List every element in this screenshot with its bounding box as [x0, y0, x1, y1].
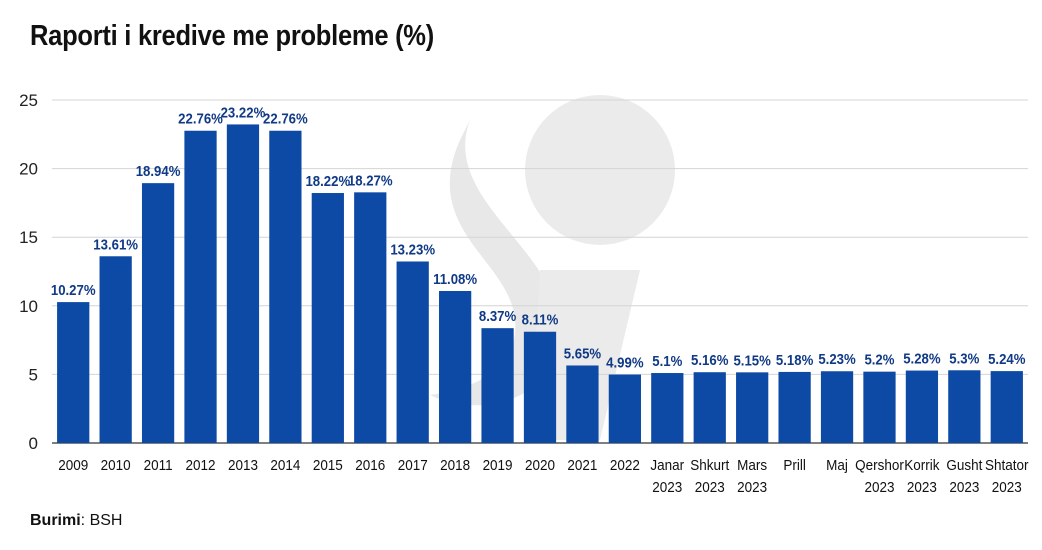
data-label: 5.23%: [818, 350, 856, 367]
x-tick-label: Korrik: [904, 457, 940, 474]
bar: [439, 290, 472, 443]
data-labels: 10.27% 13.61% 18.94% 22.76%23.22%22.76% 18.2…: [51, 104, 1026, 371]
data-label: 5.65%: [564, 345, 602, 362]
y-tick-label: 10: [19, 297, 38, 316]
data-label: 11.08%: [433, 270, 477, 287]
x-tick-label: 2023: [652, 479, 682, 496]
data-label: 18.27%: [348, 172, 393, 189]
bar: [311, 193, 344, 443]
bar: [736, 372, 769, 443]
bar: [226, 124, 260, 443]
x-tick-label: 2023: [992, 479, 1022, 496]
data-label: 23.22%: [221, 104, 266, 121]
bar: [354, 192, 387, 443]
bar: [184, 130, 217, 444]
x-tick-label: Qershor: [855, 457, 904, 474]
bar: [566, 365, 599, 443]
x-tick-label: 2017: [398, 457, 428, 474]
data-label: 5.2%: [864, 351, 894, 368]
data-label: 4.99%: [606, 354, 644, 371]
data-label: 5.15%: [733, 352, 771, 369]
x-tick-label: Shkurt: [690, 457, 729, 474]
x-tick-label: Janar: [650, 457, 684, 474]
data-label: 5.18%: [776, 351, 814, 368]
x-tick-label: 2021: [567, 457, 597, 474]
x-tick-label: 2022: [610, 457, 640, 474]
x-tick-label: 2023: [737, 479, 767, 496]
bar: [269, 130, 302, 444]
bar: [481, 328, 514, 443]
data-label: 22.76%: [178, 110, 223, 127]
x-tick-label: Shtator: [985, 457, 1029, 474]
data-label: 8.11%: [522, 311, 559, 328]
bar: [523, 331, 557, 443]
data-label: 5.3%: [949, 349, 979, 366]
bar: [693, 372, 726, 443]
y-axis: 0 5 10 15 20 25: [19, 91, 38, 453]
x-tick-label: Mars: [737, 457, 767, 474]
data-label: 22.76%: [263, 110, 308, 127]
bar: [396, 261, 429, 443]
x-tick-label: Maj: [826, 457, 848, 474]
x-tick-label: 2020: [525, 457, 555, 474]
bar: [820, 371, 854, 443]
x-tick-label: 2015: [313, 457, 343, 474]
x-tick-label: Gusht: [946, 457, 982, 474]
x-tick-label: 2016: [355, 457, 385, 474]
y-tick-label: 25: [19, 91, 38, 110]
source-text: : BSH: [80, 512, 123, 529]
bar: [99, 256, 132, 443]
x-tick-label: 2012: [186, 457, 216, 474]
bar: [651, 373, 684, 443]
bars: [57, 124, 1023, 444]
x-tick-label: Prill: [783, 457, 805, 474]
bar: [863, 371, 896, 443]
x-tick-label: 2013: [228, 457, 258, 474]
x-axis: 2009 2010 2011 2012 2013 2014 2015 2016 2017 2018…: [58, 457, 1029, 496]
y-tick-label: 15: [19, 228, 38, 247]
x-tick-label: 2023: [695, 479, 725, 496]
x-tick-label: 2018: [440, 457, 470, 474]
y-tick-label: 5: [29, 365, 38, 384]
bar: [778, 371, 811, 443]
data-label: 18.94%: [136, 162, 181, 179]
bar: [948, 370, 981, 443]
x-tick-label: 2023: [864, 479, 894, 496]
bar: [990, 371, 1023, 443]
x-tick-label: 2010: [101, 457, 131, 474]
data-label: 8.37%: [479, 307, 517, 324]
x-tick-label: 2011: [144, 457, 173, 474]
bar: [141, 183, 175, 444]
bar: [608, 374, 641, 443]
x-tick-label: 2023: [949, 479, 979, 496]
y-tick-label: 20: [19, 160, 38, 179]
data-label: 10.27%: [51, 281, 96, 298]
x-tick-label: 2014: [270, 457, 300, 474]
data-label: 13.23%: [390, 241, 435, 258]
x-tick-label: 2009: [58, 457, 88, 474]
source-label: Burimi: [30, 512, 81, 529]
data-label: 5.1%: [652, 352, 682, 369]
data-label: 18.22%: [305, 172, 350, 189]
data-label: 5.16%: [691, 351, 729, 368]
bar: [905, 370, 939, 443]
y-tick-label: 0: [29, 434, 38, 453]
source-note: Burimi: BSH: [30, 512, 122, 530]
data-label: 13.61%: [93, 235, 138, 252]
x-tick-label: 2023: [907, 479, 937, 496]
data-label: 5.28%: [903, 350, 941, 367]
x-tick-label: 2019: [483, 457, 513, 474]
chart-title: Raporti i kredive me probleme (%): [30, 20, 434, 52]
data-label: 5.24%: [988, 350, 1026, 367]
bar: [57, 302, 90, 443]
